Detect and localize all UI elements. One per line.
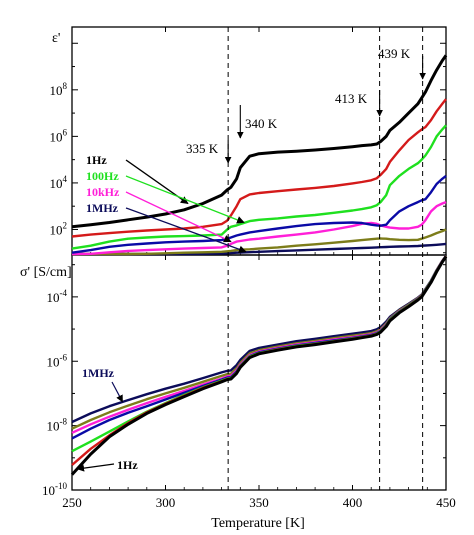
transition-label-439k: 439 K: [378, 46, 411, 61]
series-line-100khz-conductivity: [71, 255, 447, 430]
x-axis-label: Temperature [K]: [211, 516, 304, 531]
y-tick-label: 10-8: [47, 417, 68, 434]
legend-label-100hz: 100Hz: [86, 169, 119, 183]
series-line-1hz-conductivity: [70, 255, 448, 476]
legend-pointer-10khz: [125, 191, 232, 243]
y-tick-label: 102: [50, 220, 68, 237]
y-tick-label: 10-10: [42, 481, 67, 498]
series-line-1khz-permittivity: [71, 174, 447, 254]
series-layer: [70, 54, 448, 476]
series-line-10hz-conductivity: [71, 255, 448, 466]
x-tick-label: 300: [156, 495, 176, 510]
transition-label-340k: 340 K: [245, 116, 278, 131]
legend-label-1mhz: 1MHz: [86, 201, 119, 215]
legend-pointer-1mhz: [125, 207, 247, 254]
y-axis-label-permittivity: ε': [52, 31, 60, 46]
series-line-10hz-permittivity: [71, 98, 447, 238]
y-tick-label: 108: [50, 81, 68, 98]
series-line-1hz-permittivity: [71, 54, 448, 229]
x-tick-label: 450: [436, 495, 456, 510]
y-tick-label: 10-4: [47, 288, 68, 305]
y-tick-label: 104: [50, 174, 68, 191]
annotation-label-1hz: 1Hz: [117, 458, 138, 472]
transition-label-335k: 335 K: [186, 141, 219, 156]
annotation-pointer-1mhz: [111, 381, 124, 403]
series-line-100khz-permittivity: [72, 228, 447, 256]
x-tick-label: 350: [249, 495, 269, 510]
text-layer: 250 300 350 400 450 102 104 106 108 ε' 10-10 10-8 10…: [20, 31, 456, 510]
annotation-label-1mhz: 1MHz: [82, 366, 115, 380]
transition-label-413k: 413 K: [335, 91, 368, 106]
x-tick-label: 400: [343, 495, 363, 510]
series-line-100hz-permittivity: [71, 124, 447, 250]
plot-frame-conductivity: [71, 254, 447, 491]
y-tick-label: 106: [50, 127, 68, 144]
annotation-pointer-1hz: [76, 463, 115, 472]
y-axis-label-conductivity: σ' [S/cm]: [20, 265, 72, 280]
legend-label-1hz: 1Hz: [86, 153, 107, 167]
legend-label-10khz: 10kHz: [86, 185, 120, 199]
legend-pointer-100hz: [125, 175, 245, 224]
series-line-1mhz-conductivity: [71, 255, 447, 424]
x-tick-label: 250: [62, 495, 82, 510]
annotation-layer: [76, 27, 426, 490]
series-line-10khz-permittivity: [71, 200, 447, 256]
y-tick-label: 10-6: [47, 352, 68, 369]
